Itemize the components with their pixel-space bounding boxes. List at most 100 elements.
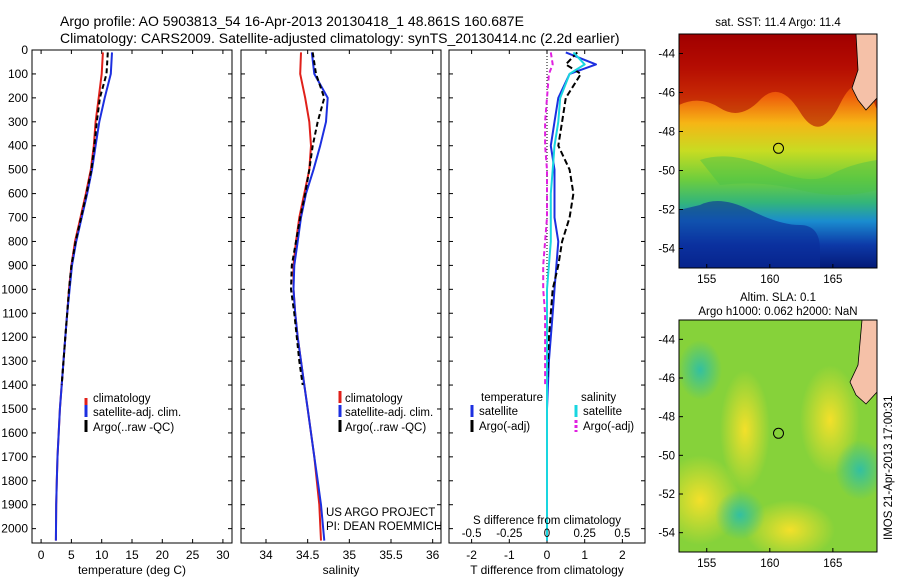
lon-tick-label: 155 [697,274,716,286]
lat-tick-label: -54 [658,244,675,256]
depth-tick-label: 700 [8,211,28,225]
legend-label-argo: Argo(..raw -QC) [93,422,174,434]
temperature-xlabel: temperature (deg C) [78,563,186,577]
series-line-argo-raw-qc [60,52,109,386]
sla-map-title-line-2: Argo h1000: 0.062 h2000: NaN [698,306,857,318]
s-difference-ticks: -0.5 -0.25 0 0.25 0.5 [462,528,631,540]
temperature-axes-frame [31,49,233,544]
sla-low-1 [715,490,765,540]
x-tick-label: 35.5 [379,548,403,562]
sst-warm-front [679,34,877,127]
sla-float-marker [773,427,784,439]
salinity-axes-frame [240,49,442,544]
depth-tick-label: 1500 [1,402,28,416]
sla-high-4 [720,370,770,490]
sst-map-title: sat. SST: 11.4 Argo: 11.4 [715,17,841,29]
s-tick-label: -0.5 [462,528,482,540]
legend-label-climatology: climatology [93,393,151,405]
salinity-panel: 34 34.5 35 35.5 36 salinity climatology sate… [240,49,442,577]
depth-tick-label: 200 [8,91,28,105]
s-tick-label: 0.5 [614,528,630,540]
lat-tick-label: -54 [658,528,675,540]
depth-tick-label: 1600 [1,426,28,440]
credit-stamp: IMOS 21-Apr-2013 17:00:31 [883,396,895,540]
title-line-2: Climatology: CARS2009. Satellite-adjuste… [60,30,620,46]
x-tick-label: 5 [68,548,75,562]
legend-label-satellite: satellite-adj. clim. [345,407,433,419]
lat-tick-label: -50 [658,166,675,178]
lon-tick-label: 165 [823,274,842,286]
series-line-satellite-adj-clim [292,52,329,541]
lon-tick-label: 155 [697,558,716,570]
lat-tick-label: -48 [658,412,675,424]
legend-title-temperature: temperature [481,392,543,404]
s-difference-label: S difference from climatology [473,515,621,527]
sla-map-frame [678,319,878,553]
sla-low-2 [835,440,877,500]
x-tick-label: 34 [259,548,273,562]
x-tick-label: 2 [619,548,626,562]
x-tick-label: 15 [125,548,139,562]
x-tick-label: 34.5 [296,548,320,562]
s-tick-label: 0.25 [573,528,595,540]
x-tick-label: 35 [343,548,357,562]
x-tick-label: -1 [504,548,515,562]
series-line-s-argo-adj [542,52,554,385]
depth-tick-label: 1400 [1,378,28,392]
x-tick-label: 20 [156,548,170,562]
lat-tick-label: -46 [658,373,675,385]
depth-tick-label: 900 [8,258,28,272]
sla-land-new-zealand [849,320,877,405]
series-line-argo-raw-qc [290,52,326,386]
sst-map-frame [678,33,878,269]
temperature-legend: climatology satellite-adj. clim. Argo(..… [84,393,181,434]
depth-tick-label: 1300 [1,354,28,368]
legend-label-argo: Argo(..raw -QC) [345,422,426,434]
t-difference-xlabel: T difference from climatology [470,563,624,577]
depth-tick-label: 1700 [1,450,28,464]
sst-land-new-zealand [851,34,877,111]
lon-tick-label: 165 [823,558,842,570]
legend-label-t-argo: Argo(-adj) [479,421,530,433]
depth-tick-label: 100 [8,67,28,81]
series-line-s-satellite [546,51,586,541]
lat-tick-label: -44 [658,334,675,346]
lat-tick-label: -48 [658,127,675,139]
depth-tick-label: 300 [8,115,28,129]
title-line-1: Argo profile: AO 5903813_54 16-Apr-2013 … [60,13,524,29]
depth-tick-label: 1900 [1,498,28,512]
x-tick-label: 25 [186,548,200,562]
s-tick-label: 0 [544,528,550,540]
x-tick-label: -2 [466,548,477,562]
sla-low-3 [679,340,722,400]
lat-tick-label: -50 [658,450,675,462]
salinity-xlabel: salinity [323,563,360,577]
depth-tick-label: 1100 [2,306,28,320]
depth-axis-labels: 0 100 200 300 400 500 600 700 800 900 1000 1100 1200… [1,43,28,536]
sla-map: Altim. SLA: 0.1 Argo h1000: 0.062 h2000:… [658,292,878,570]
legend-label-s-argo: Argo(-adj) [583,421,634,433]
depth-tick-label: 1800 [1,474,28,488]
legend-label-t-satellite: satellite [479,406,518,418]
sst-cold-pool [679,201,820,268]
lat-tick-label: -44 [658,49,675,61]
lat-tick-label: -52 [658,489,675,501]
difference-legend: temperature salinity satellite Argo(-adj… [470,392,634,433]
lon-tick-label: 160 [760,558,779,570]
x-tick-label: 0 [38,548,45,562]
legend-label-satellite: satellite-adj. clim. [93,407,181,419]
pi-annotation: PI: DEAN ROEMMICH [326,521,442,533]
depth-tick-label: 800 [8,234,28,248]
depth-tick-label: 1200 [1,330,28,344]
depth-tick-label: 2000 [1,522,28,536]
depth-tick-label: 0 [21,43,28,57]
depth-tick-label: 400 [8,139,28,153]
x-tick-label: 1 [581,548,588,562]
sst-map: sat. SST: 11.4 Argo: 11.4 -44 -46 -48 -50 -5… [658,17,878,286]
lon-tick-label: 160 [760,274,779,286]
x-tick-label: 0 [544,548,551,562]
depth-tick-label: 600 [8,187,28,201]
x-tick-label: 36 [426,548,440,562]
x-tick-label: 10 [95,548,109,562]
sst-mid-band [700,156,877,195]
